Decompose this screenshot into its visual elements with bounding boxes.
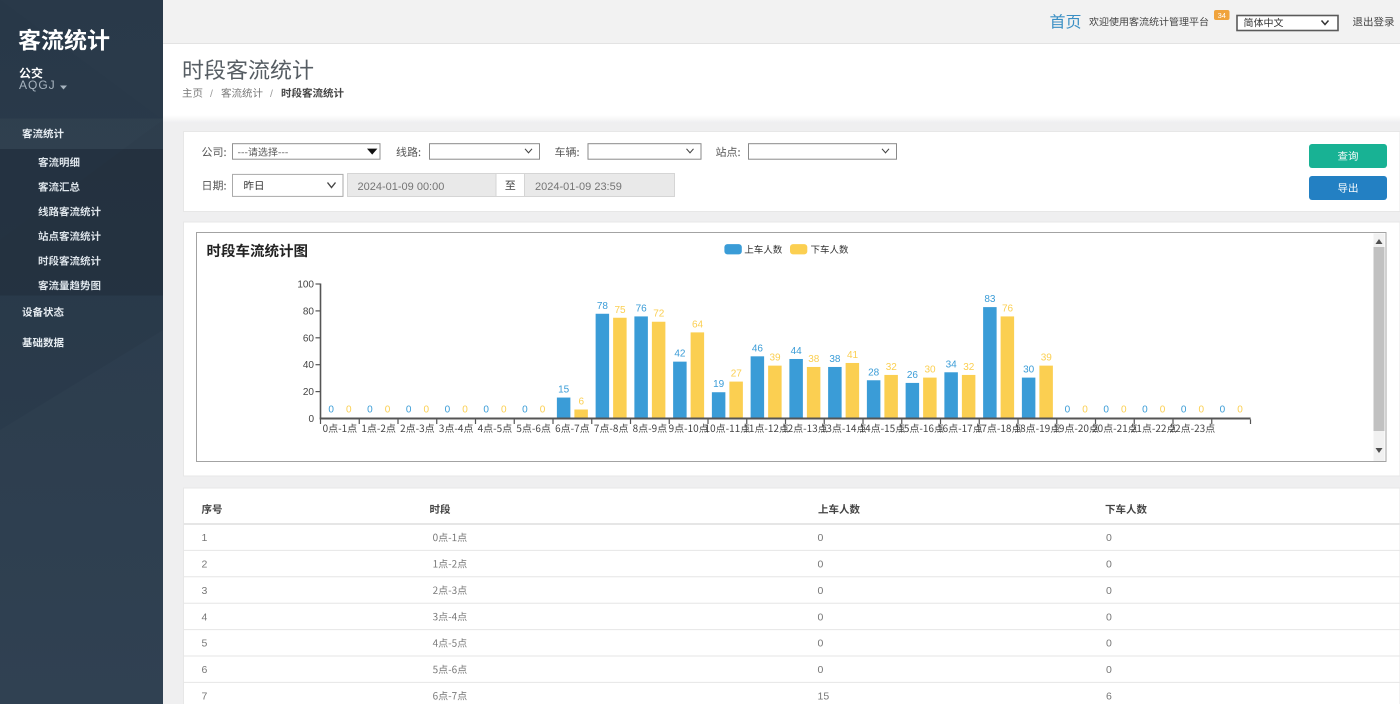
svg-text:76: 76 bbox=[1002, 303, 1014, 314]
svg-text:0: 0 bbox=[406, 405, 412, 416]
svg-text:6: 6 bbox=[202, 664, 208, 676]
svg-text:32: 32 bbox=[886, 362, 898, 373]
svg-text:0: 0 bbox=[1237, 405, 1243, 416]
svg-text:41: 41 bbox=[847, 350, 859, 361]
svg-text:28: 28 bbox=[868, 367, 880, 378]
svg-text:72: 72 bbox=[653, 309, 665, 320]
svg-text:0: 0 bbox=[308, 414, 314, 425]
svg-text:0: 0 bbox=[1121, 405, 1127, 416]
svg-text:2024-01-09 23:59: 2024-01-09 23:59 bbox=[535, 181, 622, 193]
svg-text:0: 0 bbox=[1106, 664, 1112, 676]
svg-text:27: 27 bbox=[731, 369, 743, 380]
svg-text:80: 80 bbox=[303, 306, 315, 317]
svg-text:0: 0 bbox=[423, 405, 429, 416]
svg-text:0: 0 bbox=[1106, 559, 1112, 571]
svg-text:0: 0 bbox=[1106, 611, 1112, 623]
svg-text:/: / bbox=[270, 88, 273, 100]
svg-text:34: 34 bbox=[946, 359, 958, 370]
svg-text:0: 0 bbox=[445, 405, 451, 416]
svg-text:30: 30 bbox=[1023, 365, 1035, 376]
svg-text:7: 7 bbox=[202, 691, 208, 703]
svg-text:0: 0 bbox=[1065, 405, 1071, 416]
svg-text:42: 42 bbox=[674, 349, 686, 360]
svg-text:0: 0 bbox=[1106, 532, 1112, 544]
svg-text:5: 5 bbox=[202, 638, 208, 650]
svg-text:40: 40 bbox=[303, 360, 315, 371]
svg-text:6: 6 bbox=[1106, 691, 1112, 703]
svg-text:44: 44 bbox=[791, 346, 803, 357]
svg-text:0: 0 bbox=[818, 532, 824, 544]
svg-text:38: 38 bbox=[808, 354, 820, 365]
svg-text:39: 39 bbox=[769, 353, 781, 364]
svg-text:76: 76 bbox=[636, 303, 648, 314]
svg-text:0: 0 bbox=[1106, 585, 1112, 597]
svg-text:100: 100 bbox=[297, 280, 314, 291]
svg-text:0: 0 bbox=[346, 405, 352, 416]
svg-text:0: 0 bbox=[1106, 638, 1112, 650]
svg-text:60: 60 bbox=[303, 333, 315, 344]
svg-text:0: 0 bbox=[818, 559, 824, 571]
svg-text:2: 2 bbox=[202, 559, 208, 571]
svg-text:32: 32 bbox=[963, 362, 975, 373]
svg-text:20: 20 bbox=[303, 387, 315, 398]
svg-text:0: 0 bbox=[1220, 405, 1226, 416]
svg-text:/: / bbox=[210, 88, 213, 100]
svg-text:0: 0 bbox=[385, 405, 391, 416]
svg-text:0: 0 bbox=[1198, 405, 1204, 416]
svg-text:AQGJ: AQGJ bbox=[19, 78, 56, 92]
svg-text:0: 0 bbox=[818, 664, 824, 676]
svg-text:34: 34 bbox=[1218, 11, 1226, 20]
svg-text:0: 0 bbox=[1142, 405, 1148, 416]
svg-text:0: 0 bbox=[367, 405, 373, 416]
svg-text:30: 30 bbox=[924, 365, 936, 376]
svg-text:0: 0 bbox=[1181, 405, 1187, 416]
svg-text:46: 46 bbox=[752, 343, 764, 354]
svg-text:0: 0 bbox=[501, 405, 507, 416]
svg-text:0: 0 bbox=[818, 611, 824, 623]
svg-text:0: 0 bbox=[462, 405, 468, 416]
svg-text:0: 0 bbox=[818, 638, 824, 650]
svg-text:83: 83 bbox=[984, 294, 996, 305]
svg-text:0: 0 bbox=[1103, 405, 1109, 416]
svg-text:3: 3 bbox=[202, 585, 208, 597]
svg-text:38: 38 bbox=[829, 354, 841, 365]
svg-text:26: 26 bbox=[907, 370, 919, 381]
svg-text:39: 39 bbox=[1041, 353, 1053, 364]
svg-text:0: 0 bbox=[483, 405, 489, 416]
svg-text:19: 19 bbox=[713, 379, 725, 390]
svg-text:0: 0 bbox=[1160, 405, 1166, 416]
svg-text:78: 78 bbox=[597, 301, 609, 312]
svg-text:0: 0 bbox=[328, 405, 334, 416]
svg-text:1: 1 bbox=[202, 532, 208, 544]
svg-text:2024-01-09 00:00: 2024-01-09 00:00 bbox=[358, 181, 445, 193]
svg-text:15: 15 bbox=[558, 385, 570, 396]
svg-text:15: 15 bbox=[818, 691, 830, 703]
svg-text:75: 75 bbox=[614, 305, 626, 316]
svg-text:64: 64 bbox=[692, 319, 704, 330]
svg-text:0: 0 bbox=[522, 405, 528, 416]
svg-text:0: 0 bbox=[818, 585, 824, 597]
svg-text:4: 4 bbox=[202, 611, 208, 623]
svg-text:0: 0 bbox=[540, 405, 546, 416]
svg-text:6: 6 bbox=[578, 397, 584, 408]
svg-text:0: 0 bbox=[1082, 405, 1088, 416]
